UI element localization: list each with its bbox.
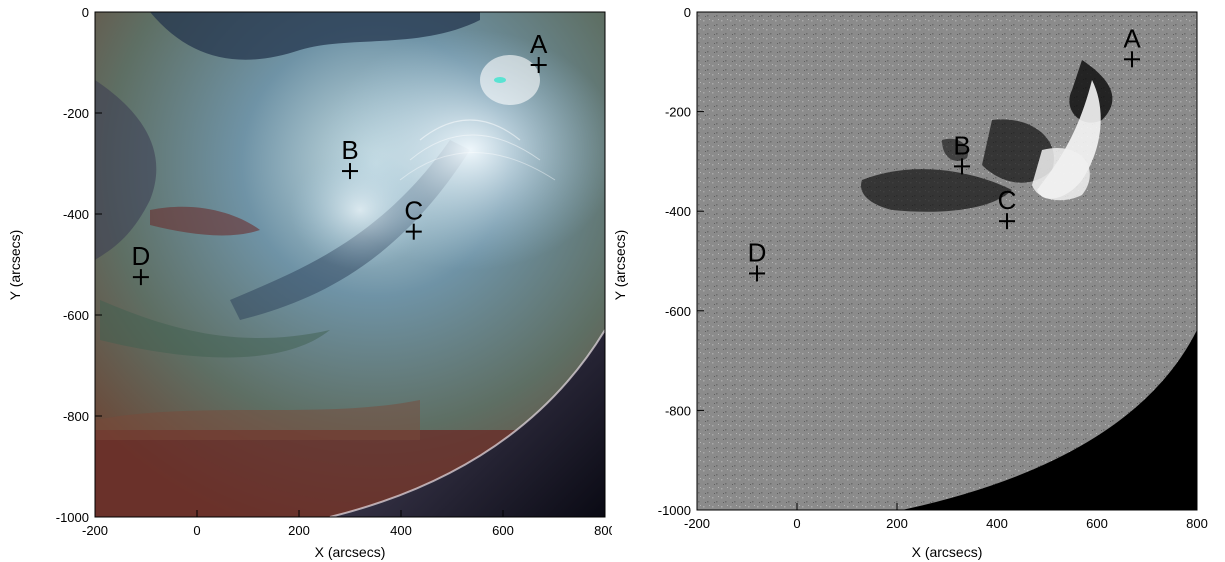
y-tick-label: -400 [665, 204, 691, 219]
axes-right: -200 0 200 400 600 800 0 -200 -400 -600 -800 -1000 [658, 5, 1208, 531]
panel-magnetogram: -200 0 200 400 600 800 0 -200 -400 -600 -800 -1000 … [612, 0, 1224, 562]
x-tick-label: 400 [986, 516, 1008, 531]
y-tick-label: -600 [63, 308, 89, 323]
marker-d: D [748, 237, 767, 282]
x-tick-label: 600 [1086, 516, 1108, 531]
composite-euv-figure: -20002004006008000-200-400-600-800-1000 … [7, 5, 612, 560]
x-tick-label: 0 [193, 523, 200, 538]
markers-left: A B C D [132, 29, 548, 286]
y-axis-title-right: Y (arcsecs) [612, 230, 628, 301]
marker-label: D [132, 241, 151, 271]
magnetogram-image [697, 12, 1197, 510]
x-tick-label: 0 [793, 516, 800, 531]
x-tick-label: 400 [390, 523, 412, 538]
magnetogram-frame [696, 11, 1198, 511]
marker-c: C [998, 185, 1017, 230]
y-tick-label: -600 [665, 304, 691, 319]
marker-label: D [748, 237, 767, 267]
y-tick-label: -1000 [658, 503, 691, 518]
panel-composite-euv: -20002004006008000-200-400-600-800-1000 … [0, 0, 612, 562]
euv-image [95, 12, 605, 517]
x-tick-label: -200 [684, 516, 710, 531]
marker-b: B [953, 130, 971, 175]
y-tick-label: -800 [63, 409, 89, 424]
y-axis-title-left: Y (arcsecs) [7, 230, 23, 301]
marker-d: D [132, 241, 151, 286]
x-tick-label: 200 [288, 523, 310, 538]
y-tick-label: -800 [665, 403, 691, 418]
marker-label: C [998, 185, 1017, 215]
x-tick-label: 200 [886, 516, 908, 531]
magnetogram-figure: -200 0 200 400 600 8000-200-400-600-800-1000 … [612, 5, 1208, 560]
marker-label: B [953, 130, 970, 160]
y-tick-label: -200 [665, 105, 691, 120]
marker-label: C [404, 196, 423, 226]
axes-left: -200 0 200 400 600 800 0 -200 -400 -600 -800 -1000 [56, 5, 612, 538]
y-tick-label: 0 [82, 5, 89, 20]
marker-label: A [1123, 23, 1141, 53]
marker-b: B [341, 135, 359, 180]
x-tick-label: 800 [1186, 516, 1208, 531]
marker-a: A [1123, 23, 1141, 68]
marker-label: B [341, 135, 358, 165]
y-tick-label: -200 [63, 106, 89, 121]
y-tick-label: 0 [684, 5, 691, 20]
marker-label: A [530, 29, 548, 59]
x-axis-title-left: X (arcsecs) [315, 544, 386, 560]
y-tick-label: -1000 [56, 510, 89, 525]
x-axis-title-right: X (arcsecs) [912, 544, 983, 560]
euv-frame [94, 11, 606, 518]
marker-a: A [530, 29, 548, 74]
y-tick-label: -400 [63, 207, 89, 222]
marker-c: C [404, 196, 423, 240]
x-tick-label: 600 [492, 523, 514, 538]
x-tick-label: -200 [82, 523, 108, 538]
x-tick-label: 800 [594, 523, 612, 538]
markers-right: A BC D [748, 23, 1141, 282]
